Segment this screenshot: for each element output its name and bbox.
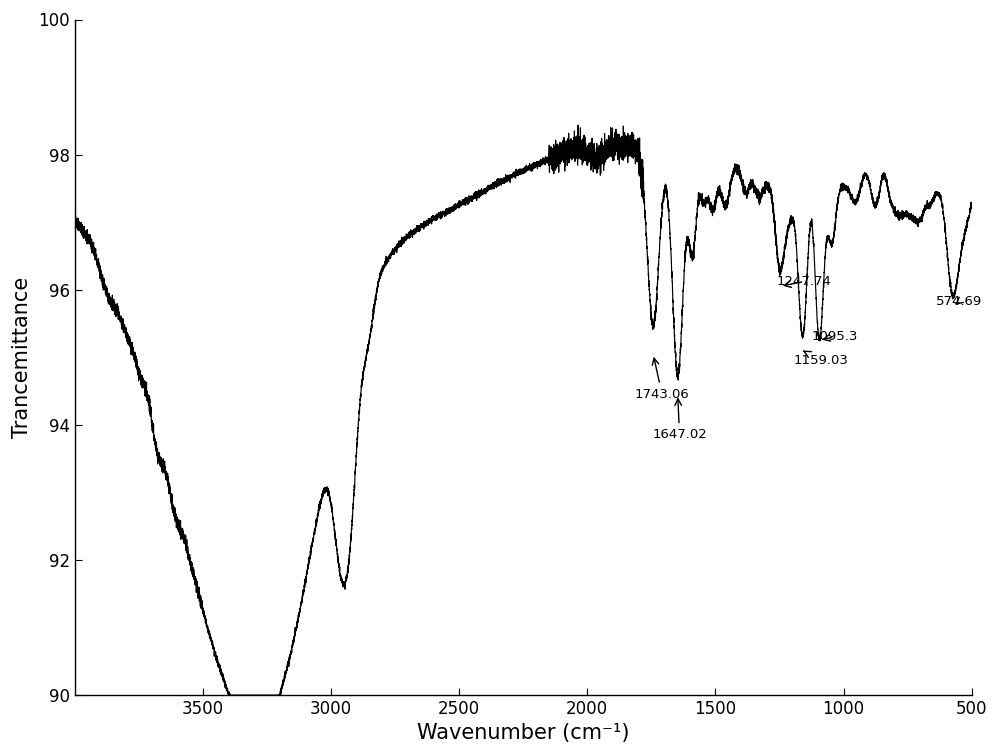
Text: 1095.3: 1095.3 <box>811 330 858 343</box>
Text: 1247.74: 1247.74 <box>777 275 832 288</box>
Text: 1159.03: 1159.03 <box>793 351 848 367</box>
X-axis label: Wavenumber (cm⁻¹): Wavenumber (cm⁻¹) <box>417 723 629 743</box>
Text: 1647.02: 1647.02 <box>652 398 707 442</box>
Y-axis label: Trancemittance: Trancemittance <box>12 277 33 438</box>
Text: 574.69: 574.69 <box>936 295 982 308</box>
Text: 1743.06: 1743.06 <box>635 358 689 401</box>
